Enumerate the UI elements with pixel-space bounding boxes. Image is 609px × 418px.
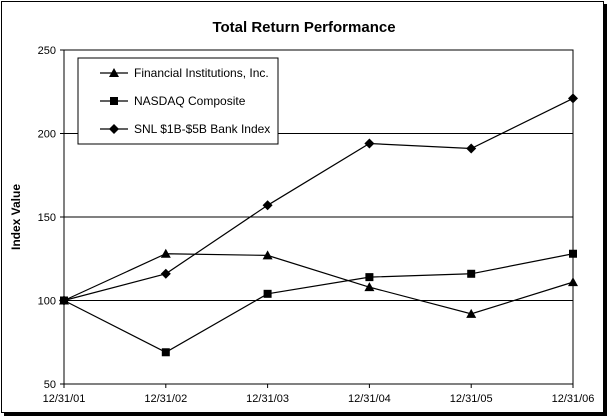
- y-tick-label: 50: [44, 379, 56, 391]
- series-triangle: [59, 248, 578, 318]
- data-point: [568, 277, 578, 287]
- data-point: [364, 138, 375, 149]
- series-square: [60, 249, 577, 357]
- x-tick-label: 12/31/06: [552, 393, 595, 405]
- data-point: [466, 143, 477, 154]
- data-point: [569, 249, 577, 258]
- y-tick-label: 200: [38, 129, 56, 141]
- data-point: [160, 248, 171, 258]
- legend-label: NASDAQ Composite: [134, 94, 246, 108]
- y-tick-label: 150: [38, 212, 56, 224]
- data-point: [160, 268, 171, 279]
- data-point: [364, 282, 375, 292]
- y-axis-label: Index Value: [9, 184, 23, 250]
- data-point: [262, 200, 273, 211]
- legend-marker-triangle: [109, 68, 119, 77]
- series-line: [63, 253, 574, 315]
- data-point: [262, 250, 273, 260]
- chart-title: Total Return Performance: [212, 19, 395, 36]
- x-tick-label: 12/31/04: [348, 393, 391, 405]
- series-diamond: [59, 93, 578, 306]
- data-point: [263, 289, 272, 298]
- data-point: [568, 93, 578, 104]
- series-line: [63, 97, 574, 302]
- x-tick-label: 12/31/02: [144, 393, 187, 405]
- y-tick-label: 250: [38, 45, 56, 57]
- legend-label: SNL $1B-$5B Bank Index: [134, 122, 270, 136]
- legend-marker-diamond: [109, 124, 119, 134]
- legend-label: Financial Institutions, Inc.: [134, 66, 269, 80]
- data-point: [466, 308, 477, 318]
- data-point: [161, 348, 170, 357]
- data-point: [467, 269, 476, 278]
- x-tick-label: 12/31/05: [450, 393, 493, 405]
- x-tick-label: 12/31/03: [246, 393, 289, 405]
- y-tick-label: 100: [38, 296, 56, 308]
- data-point: [59, 295, 69, 306]
- series-line: [63, 253, 574, 353]
- legend-marker-square: [110, 97, 118, 105]
- x-tick-label: 12/31/01: [43, 393, 86, 405]
- data-point: [365, 273, 374, 282]
